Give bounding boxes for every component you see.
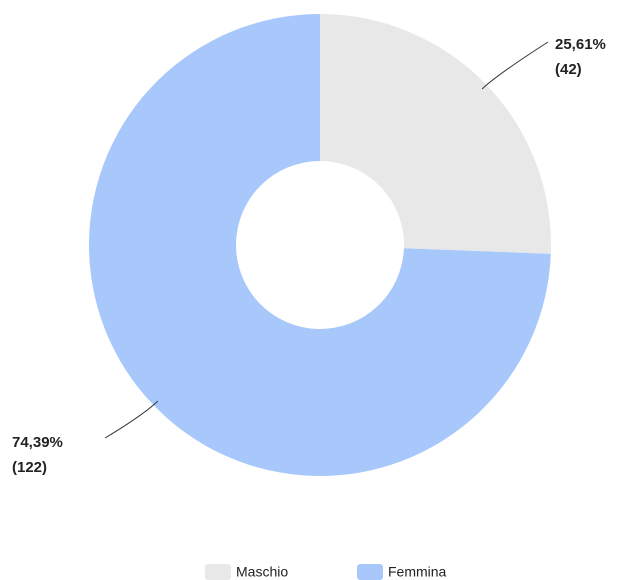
legend-label: Maschio — [236, 564, 288, 580]
leader-line — [481, 41, 549, 90]
slice — [320, 14, 551, 254]
data-label: (42) — [555, 61, 582, 78]
slice — [89, 14, 551, 477]
leader-line — [104, 400, 159, 439]
data-label: 74,39% — [12, 434, 63, 451]
legend-swatch — [357, 564, 383, 580]
data-label: (122) — [12, 459, 47, 476]
legend-swatch — [205, 564, 231, 580]
data-label: 25,61% — [555, 36, 606, 53]
legend-label: Femmina — [388, 564, 447, 580]
